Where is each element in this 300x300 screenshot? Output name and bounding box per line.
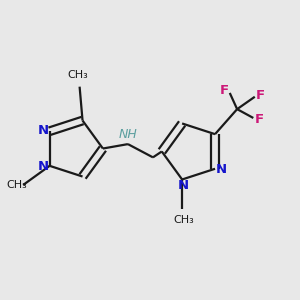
Text: NH: NH [119, 128, 138, 141]
Text: N: N [38, 160, 49, 173]
Text: N: N [216, 163, 227, 176]
Text: N: N [178, 179, 189, 193]
Text: F: F [255, 113, 264, 126]
Text: N: N [38, 124, 49, 137]
Text: CH₃: CH₃ [173, 215, 194, 225]
Text: F: F [256, 89, 265, 102]
Text: F: F [220, 84, 229, 97]
Text: CH₃: CH₃ [6, 180, 27, 190]
Text: CH₃: CH₃ [68, 70, 88, 80]
